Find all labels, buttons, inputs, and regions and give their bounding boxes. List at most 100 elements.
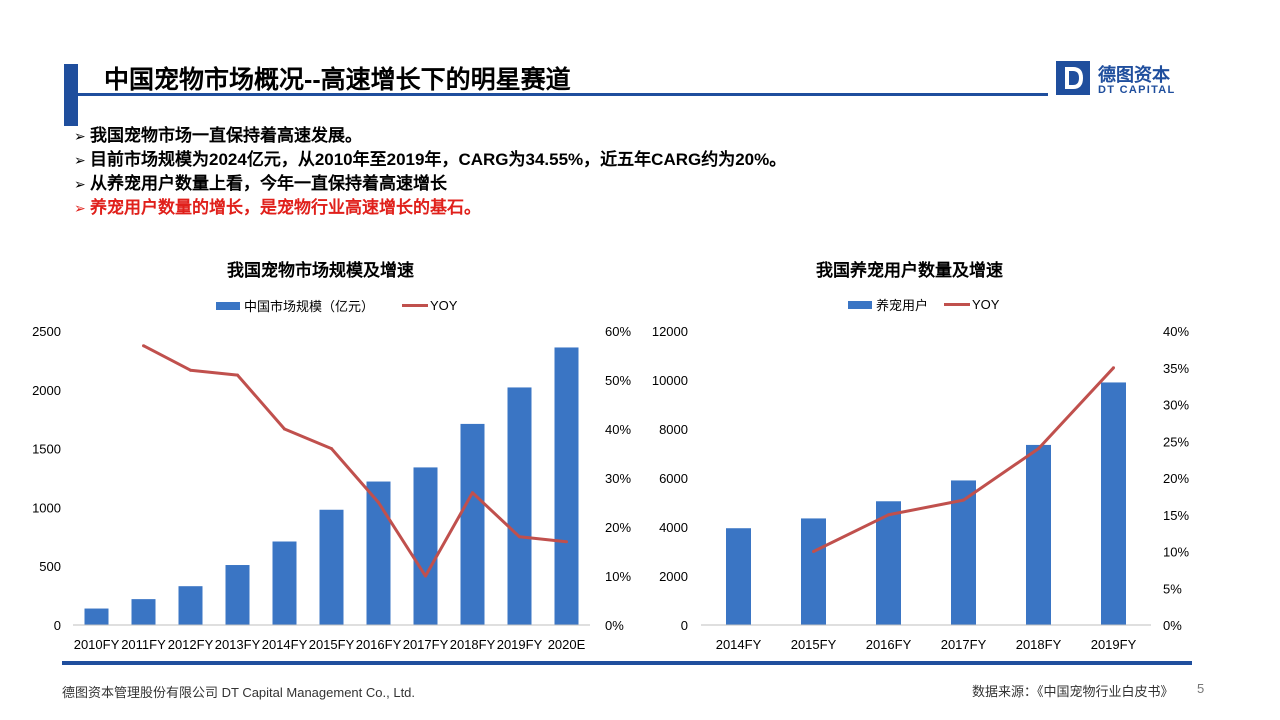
chart2-y-left-tick: 4000 [659,520,688,535]
chart2-y-right-tick: 40% [1163,324,1189,339]
chart1-y-left-tick: 1500 [32,442,61,457]
chart1-x-tick: 2019FY [497,637,543,652]
chart1-x-tick: 2015FY [309,637,355,652]
chart2-yoy-point [887,513,890,517]
legend-bar-swatch [216,301,240,310]
chart1-y-right-tick: 30% [605,471,631,486]
chart2-y-left-tick: 12000 [652,324,688,339]
legend-line-swatch [944,303,971,306]
chart1-y-right-tick: 10% [605,569,631,584]
arrow-bullet-icon: ➢ [74,200,86,216]
chart2-y-right-tick: 20% [1163,471,1189,486]
logo-chinese-name: 德图资本 [1098,65,1170,85]
chart2-y-left-tick: 8000 [659,422,688,437]
dt-logo-icon [1056,61,1090,95]
chart1-legend: 中国市场规模（亿元） YOY [216,296,457,315]
chart1-x-tick: 2013FY [215,637,261,652]
chart1-x-tick: 2012FY [168,637,214,652]
chart1-yoy-point [377,501,380,504]
chart2-x-tick: 2018FY [1016,637,1062,652]
chart1-x-tick: 2011FY [121,637,166,652]
chart1-y-right-tick: 0% [605,618,624,633]
chart1-y-right-tick: 60% [605,324,631,339]
chart1-yoy-point [142,344,145,348]
bullet-list: ➢ 我国宠物市场一直保持着高速发展。 ➢ 目前市场规模为2024亿元，从2010年至… [74,124,786,220]
arrow-bullet-icon: ➢ [74,128,86,144]
chart2-bar [726,528,751,625]
chart1-title: 我国宠物市场规模及增速 [227,261,414,280]
arrow-bullet-icon: ➢ [74,176,86,192]
chart1-bar [460,423,485,625]
chart1-x-tick: 2010FY [74,637,120,652]
chart2-x-tick: 2017FY [941,637,987,652]
chart1-x-tick: 2016FY [356,637,402,652]
company-logo: 德图资本 DT CAPITAL [1056,61,1186,99]
chart1-yoy-line [142,344,567,578]
chart1-bar [178,586,203,625]
chart2-yoy-point [1037,447,1040,451]
bullet-text: 我国宠物市场一直保持着高速发展。 [90,126,362,145]
chart2-yoy-point [962,498,965,502]
bullet-item: ➢ 我国宠物市场一直保持着高速发展。 [74,124,786,148]
chart1-yoy-point [189,368,192,372]
chart2-x-tick: 2015FY [791,637,837,652]
chart2-bar [801,518,826,625]
chart1-yoy-point [424,574,427,578]
legend-bar-swatch [848,300,872,309]
chart1-x-tick: 2018FY [450,637,496,652]
chart2-x-tick: 2016FY [866,637,912,652]
chart2-y-right-tick: 30% [1163,398,1189,413]
chart1-y-left-tick: 2000 [32,383,61,398]
chart1-y-right-tick: 50% [605,373,631,388]
arrow-bullet-icon: ➢ [74,152,86,168]
chart1-yoy-point [283,427,286,431]
chart1-yoy-point [236,373,239,377]
bullet-item: ➢ 从养宠用户数量上看，今年一直保持着高速增长 [74,172,786,196]
chart2-y-right-tick: 0% [1163,618,1182,633]
chart2-legend: 养宠用户 YOY [848,295,999,314]
logo-english-name: DT CAPITAL [1098,84,1176,96]
chart1-yoy-point [565,540,568,544]
chart1-bar [554,347,579,625]
chart2-y-right-tick: 5% [1163,581,1182,596]
chart2-y-left-tick: 6000 [659,471,688,486]
chart1-bar [413,467,438,625]
chart1-legend-bar-label: 中国市场规模（亿元） [244,299,375,314]
chart1-yoy-point [518,535,521,539]
chart2-y-right-tick: 15% [1163,508,1189,523]
chart1-y-right-tick: 40% [605,422,631,437]
chart1-x-tick: 2017FY [403,637,449,652]
chart1-bar [319,509,344,625]
page-number: 5 [1197,681,1205,696]
chart2-y-right-tick: 35% [1163,361,1189,376]
chart1-bar [131,599,156,625]
title-accent-bar [64,64,78,126]
chart1-yoy-point [471,491,474,495]
chart2-legend-bar-label: 养宠用户 [876,298,929,313]
bullet-item: ➢ 目前市场规模为2024亿元，从2010年至2019年，CARG为34.55%，… [74,148,786,172]
chart1-bar [366,481,391,625]
chart2-bar [1101,382,1126,625]
chart2-x-tick: 2019FY [1091,637,1137,652]
title-underline [78,93,1048,96]
chart1-y-left-tick: 1000 [32,500,61,515]
company-footer: 德图资本管理股份有限公司 DT Capital Management Co., … [62,685,416,700]
chart1-bar [272,541,297,625]
chart2-bar [1026,444,1051,625]
chart1-x-tick: 2014FY [262,637,308,652]
chart1-y-right-tick: 20% [605,520,631,535]
chart2-bar [951,480,976,625]
bullet-text: 从养宠用户数量上看，今年一直保持着高速增长 [90,174,447,193]
bullet-text: 目前市场规模为2024亿元，从2010年至2019年，CARG为34.55%，近… [90,150,787,169]
chart2-legend-line-label: YOY [972,297,1000,312]
chart2-bar [876,501,901,625]
chart2-y-left-tick: 2000 [659,569,688,584]
chart2-y-right-tick: 10% [1163,545,1189,560]
chart1-y-left-tick: 0 [54,618,61,633]
chart2-y-right-tick: 25% [1163,434,1189,449]
legend-line-swatch [402,304,429,307]
chart2-yoy-point [812,550,815,553]
chart1-bar [507,387,532,625]
